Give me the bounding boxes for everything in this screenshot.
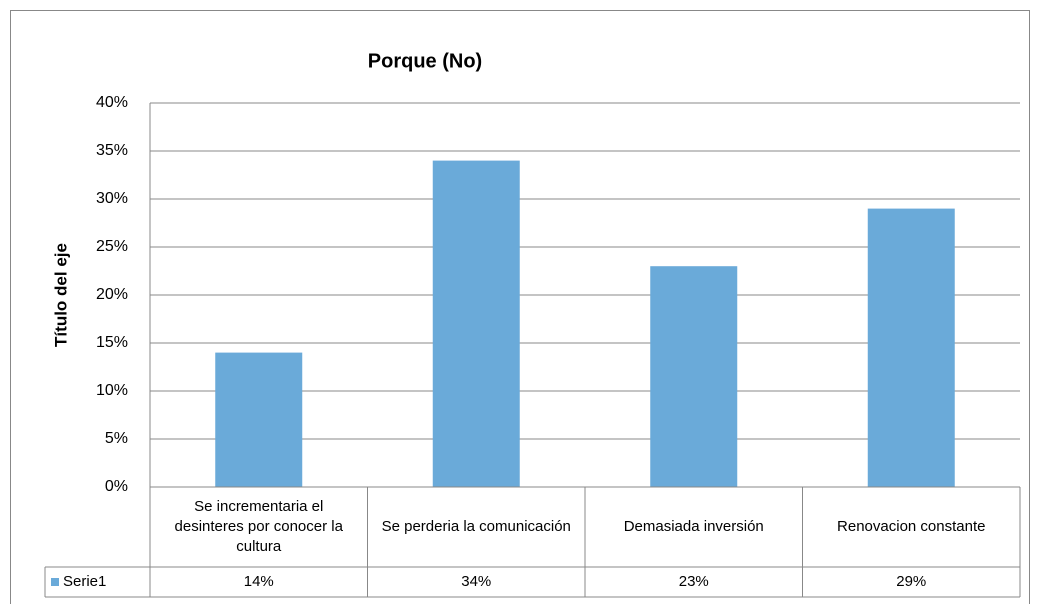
legend-label: Serie1 bbox=[63, 573, 106, 590]
y-tick-label: 25% bbox=[96, 238, 128, 255]
y-tick-label: 10% bbox=[96, 382, 128, 399]
data-table-value: 23% bbox=[679, 573, 709, 590]
data-table-value: 34% bbox=[461, 573, 491, 590]
bar bbox=[215, 352, 303, 487]
x-tick-label: Se incrementaria el desinteres por conoc… bbox=[174, 498, 343, 555]
bar bbox=[432, 160, 520, 487]
y-tick-label: 5% bbox=[105, 430, 128, 447]
chart-title: Porque (No) bbox=[368, 50, 482, 72]
y-tick-label: 15% bbox=[96, 334, 128, 351]
y-tick-label: 20% bbox=[96, 286, 128, 303]
x-tick-label: Renovacion constante bbox=[837, 518, 986, 535]
y-axis-title: Título del eje bbox=[51, 243, 70, 347]
x-tick-label: Demasiada inversión bbox=[623, 518, 764, 535]
y-tick-label: 0% bbox=[105, 478, 128, 495]
legend-key bbox=[51, 578, 59, 586]
data-table-value: 14% bbox=[244, 573, 274, 590]
y-tick-label: 30% bbox=[96, 190, 128, 207]
bar bbox=[867, 208, 955, 487]
y-tick-label: 40% bbox=[96, 94, 128, 111]
y-tick-label: 35% bbox=[96, 142, 128, 159]
data-table-value: 29% bbox=[896, 573, 926, 590]
x-tick-label: Se perderia la comunicación bbox=[381, 518, 571, 535]
chart-border bbox=[10, 10, 1030, 604]
bar bbox=[650, 266, 738, 487]
